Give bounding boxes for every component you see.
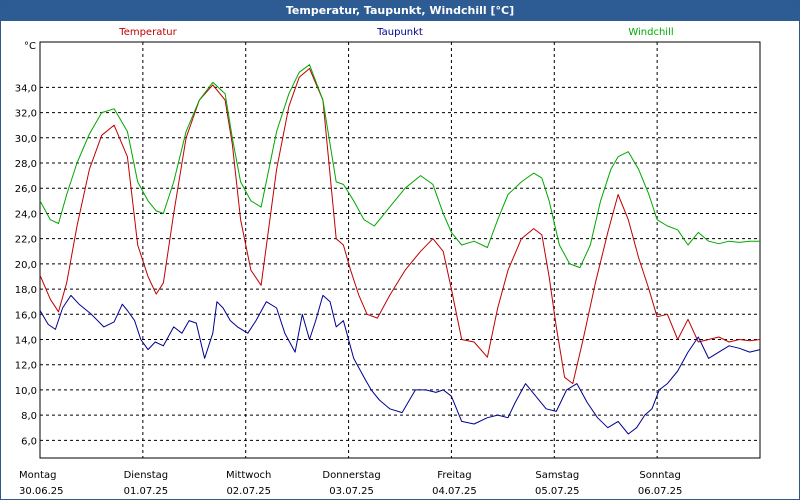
series-line-taupunkt	[39, 294, 761, 435]
x-tick-day: Montag	[19, 470, 56, 481]
x-tick-day: Donnerstag	[322, 470, 380, 481]
y-tick-label: 12,0	[15, 361, 37, 372]
x-tick-day: Samstag	[535, 470, 579, 481]
y-tick-label: 8,0	[21, 411, 37, 422]
legend-windchill: Windchill	[628, 27, 673, 38]
y-tick-label: 6,0	[21, 436, 37, 447]
y-tick-label: 10,0	[15, 386, 37, 397]
window-title: Temperatur, Taupunkt, Windchill [°C]	[1, 1, 799, 21]
x-tick-date: 05.07.25	[535, 486, 580, 497]
x-tick-day: Freitag	[437, 470, 471, 481]
x-tick-day: Mittwoch	[226, 470, 271, 481]
y-tick-label: 28,0	[15, 159, 37, 170]
plot-frame	[39, 41, 761, 459]
y-tick-label: 26,0	[15, 184, 37, 195]
y-tick-label: 30,0	[15, 134, 37, 145]
y-tick-label: 18,0	[15, 285, 37, 296]
y-axis-unit: °C	[24, 41, 36, 52]
series-line-windchill	[39, 64, 760, 269]
x-tick-day: Sonntag	[639, 470, 681, 481]
y-tick-label: 22,0	[15, 235, 37, 246]
legend-temperatur: Temperatur	[118, 27, 177, 38]
x-tick-date: 02.07.25	[226, 486, 271, 497]
x-tick-date: 04.07.25	[432, 486, 477, 497]
x-tick-day: Dienstag	[124, 470, 169, 481]
y-tick-label: 32,0	[15, 109, 37, 120]
y-tick-label: 16,0	[15, 310, 37, 321]
x-tick-date: 01.07.25	[124, 486, 169, 497]
y-tick-label: 34,0	[15, 83, 37, 94]
y-tick-label: 24,0	[15, 209, 37, 220]
y-tick-label: 14,0	[15, 336, 37, 347]
y-tick-label: 20,0	[15, 260, 37, 271]
x-tick-date: 30.06.25	[19, 486, 64, 497]
legend-taupunkt: Taupunkt	[376, 27, 423, 38]
x-tick-date: 06.07.25	[638, 486, 683, 497]
x-tick-date: 03.07.25	[329, 486, 374, 497]
series-line-temperatur	[39, 68, 761, 385]
